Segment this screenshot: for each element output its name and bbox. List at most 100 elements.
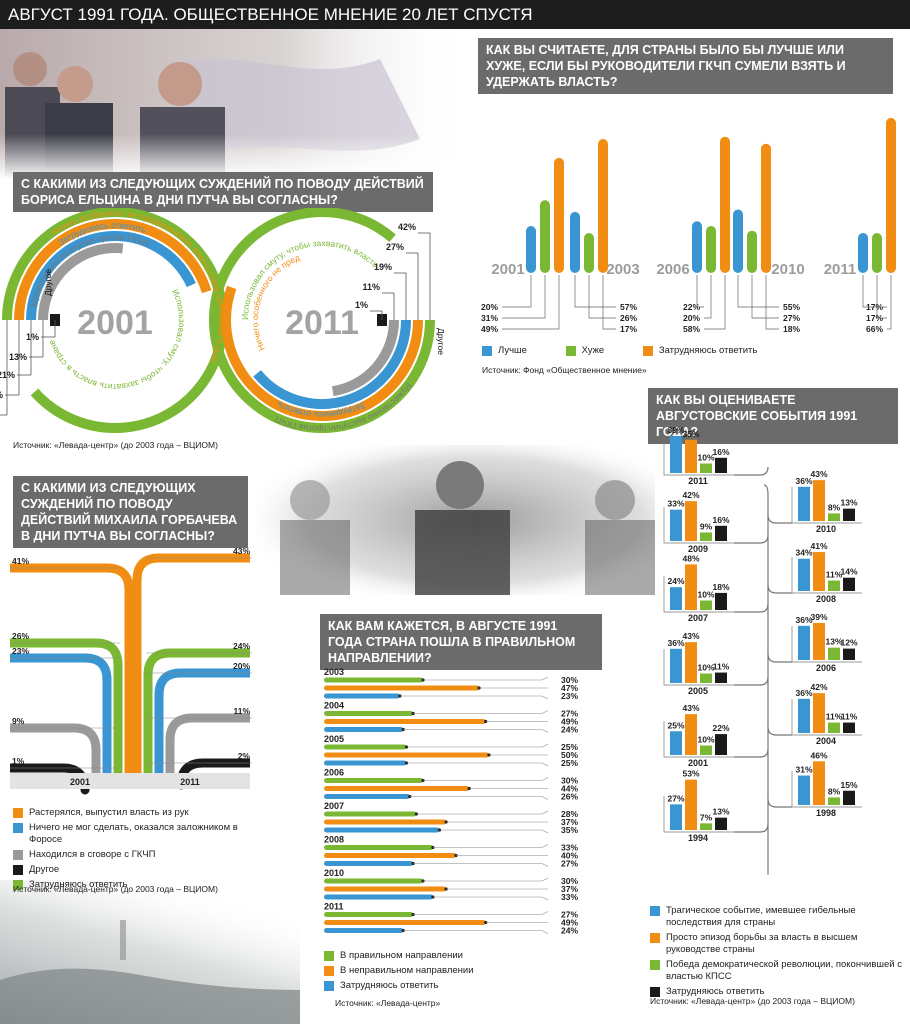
q4-bar-orange bbox=[324, 853, 456, 858]
q5-bar-orange bbox=[685, 714, 697, 755]
q2-value-label: 17% bbox=[866, 313, 883, 323]
q5-value-label: 31% bbox=[795, 765, 812, 775]
q5-bar-green bbox=[700, 463, 712, 473]
q4-year-label: 2006 bbox=[324, 768, 344, 778]
year-label-2001: 2001 bbox=[77, 304, 153, 342]
q4-bar-green bbox=[324, 677, 423, 683]
q2-bar-blue bbox=[570, 211, 580, 273]
q5-bracket bbox=[663, 796, 734, 833]
q4-bar-green bbox=[324, 912, 414, 917]
q4-legend-swatch-orange bbox=[324, 966, 334, 976]
q4-bar-green bbox=[324, 878, 423, 884]
y2011-arc-label-black: Другое bbox=[436, 328, 446, 355]
q4-bar-orange bbox=[324, 786, 470, 791]
q5-bar-blue bbox=[670, 804, 682, 830]
q2-year-label: 2011 bbox=[824, 261, 857, 278]
y2011-value-label: 11% bbox=[362, 282, 380, 292]
q5-value-label: 24% bbox=[667, 576, 684, 586]
q4-value-label: 27% bbox=[561, 910, 578, 920]
q4-leader bbox=[439, 829, 549, 834]
q4-value-label: 24% bbox=[561, 926, 578, 936]
q5-bracket bbox=[663, 649, 734, 686]
q4-bar-green bbox=[324, 711, 414, 716]
q2-bar-orange bbox=[598, 139, 608, 273]
q4-bar-orange bbox=[324, 719, 486, 724]
q3-value-label-left: 9% bbox=[12, 716, 25, 726]
q5-bar-blue bbox=[670, 435, 682, 473]
q2-value-label: 58% bbox=[683, 324, 700, 334]
q5-value-label: 27% bbox=[667, 793, 684, 803]
q4-value-label: 33% bbox=[561, 843, 578, 853]
q5-value-label: 14% bbox=[840, 567, 857, 577]
q3-legend-row: Затрудняюсь ответить bbox=[13, 879, 263, 891]
q2-leader bbox=[574, 275, 616, 308]
q2-bar-blue bbox=[733, 209, 743, 273]
q5-value-label: 16% bbox=[712, 447, 729, 457]
q4-bar-green bbox=[324, 744, 407, 750]
q4-legend-label: В неправильном направлении bbox=[340, 965, 474, 976]
q5-bracket bbox=[663, 439, 734, 476]
q3-value-label-right: 20% bbox=[233, 661, 250, 671]
q4-value-label: 27% bbox=[561, 709, 578, 719]
q2-leader bbox=[751, 275, 779, 319]
q4-year-label: 2008 bbox=[324, 835, 344, 845]
q5-bar-orange bbox=[813, 761, 825, 805]
q5-bar-blue bbox=[670, 648, 682, 683]
q4-value-label: 25% bbox=[561, 742, 578, 752]
q5-spine bbox=[763, 484, 769, 875]
q5-bar-blue bbox=[670, 509, 682, 541]
q2-legend-swatch-orange bbox=[642, 346, 653, 356]
q5-legend: Трагическое событие, имевшее гибельные п… bbox=[650, 905, 905, 1001]
y2011-value-label: 42% bbox=[398, 222, 416, 232]
photo-crowd bbox=[0, 880, 300, 1024]
y2011-arc-orange bbox=[221, 285, 423, 421]
q5-connector bbox=[734, 534, 769, 544]
q5-value-label: 16% bbox=[712, 515, 729, 525]
q5-bar-green bbox=[700, 673, 712, 683]
q4-bar-blue bbox=[324, 928, 404, 933]
q4-year-label: 2011 bbox=[324, 902, 344, 912]
q3-legend-label: Затрудняюсь ответить bbox=[29, 879, 128, 890]
main-title: АВГУСТ 1991 ГОДА. ОБЩЕСТВЕННОЕ МНЕНИЕ 20… bbox=[0, 0, 910, 29]
q5-legend-label: Победа демократической революции, поконч… bbox=[666, 959, 902, 982]
q5-value-label: 39% bbox=[810, 612, 827, 622]
q5-value-label: 7% bbox=[700, 812, 713, 822]
q3-value-label-left: 41% bbox=[12, 556, 29, 566]
q4-bar-end-dot bbox=[484, 920, 488, 925]
q3-source: Источник: «Левада-центр» (до 2003 года –… bbox=[13, 884, 218, 894]
q5-connector bbox=[767, 653, 792, 663]
q5-bar-orange bbox=[685, 779, 697, 830]
q5-value-label: 10% bbox=[697, 663, 714, 673]
gorbachev-bar-chart: 41% 26% 23% 9% 1% 43% 24% 20% 11% 2% 2001 2011 bbox=[10, 548, 252, 795]
q3-legend-row: Другое bbox=[13, 864, 263, 876]
q5-value-label: 53% bbox=[682, 769, 699, 779]
q5-bar-black bbox=[843, 508, 855, 521]
q4-value-label: 30% bbox=[561, 876, 578, 886]
q3-legend-swatch-gray bbox=[13, 850, 23, 860]
q4-value-label: 27% bbox=[561, 859, 578, 869]
q2-bar-green bbox=[584, 233, 594, 273]
q5-value-label: 39% bbox=[667, 425, 684, 435]
q5-bar-orange bbox=[813, 552, 825, 591]
q4-value-label: 49% bbox=[561, 717, 578, 727]
q5-bar-blue bbox=[798, 698, 810, 733]
q4-bar-blue bbox=[324, 693, 400, 699]
y2001-arc-gray bbox=[38, 243, 124, 321]
q2-bar-green bbox=[540, 200, 550, 273]
q4-bar-orange bbox=[324, 752, 489, 758]
q4-value-label: 37% bbox=[561, 817, 578, 827]
q5-value-label: 22% bbox=[712, 723, 729, 733]
gkchp-bar-chart: 2001 2003 2006 2010 201120%31%49%57%26%17%22… bbox=[481, 117, 896, 334]
y2001-arc-blue bbox=[26, 231, 196, 321]
q2-source: Источник: Фонд «Общественное мнение» bbox=[482, 365, 647, 375]
q5-legend-row: Затрудняюсь ответить bbox=[650, 986, 905, 998]
q2-legend-label-worse: Хуже bbox=[581, 345, 605, 356]
q5-bar-orange bbox=[685, 564, 697, 610]
q4-year-label: 2003 bbox=[324, 667, 344, 677]
q4-legend-swatch-blue bbox=[324, 981, 334, 991]
q4-bar-end-dot bbox=[467, 786, 471, 791]
y2001-value-label: 21% bbox=[0, 370, 15, 380]
q4-bar-blue bbox=[324, 827, 440, 833]
q5-bar-green bbox=[828, 580, 840, 591]
q5-bar-blue bbox=[798, 775, 810, 805]
